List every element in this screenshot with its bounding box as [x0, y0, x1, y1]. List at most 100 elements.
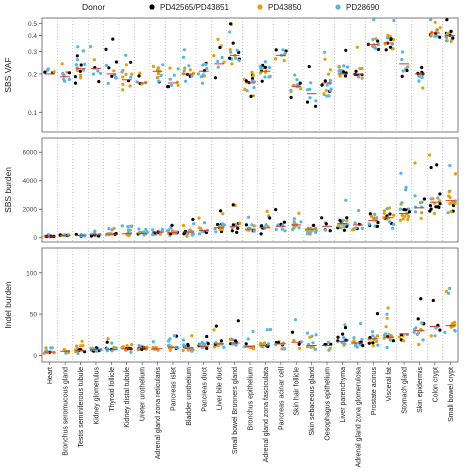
data-point	[67, 77, 72, 82]
data-point	[293, 318, 298, 322]
data-point	[106, 337, 110, 341]
data-point	[204, 62, 208, 67]
data-point	[434, 326, 438, 330]
data-point	[446, 31, 450, 36]
data-point	[434, 205, 438, 209]
data-point	[261, 63, 265, 67]
y-tick-label: 100	[26, 270, 37, 277]
data-point	[73, 81, 78, 85]
x-tick-label: Kidney distal tubule	[124, 367, 131, 428]
data-point	[137, 343, 141, 348]
data-point	[341, 332, 345, 336]
data-point	[252, 85, 256, 90]
data-point	[313, 347, 317, 351]
data-point	[433, 334, 437, 338]
data-point	[107, 66, 111, 70]
data-point	[376, 220, 380, 225]
x-tick-label: Small bowel crypt	[448, 367, 455, 422]
data-point	[221, 212, 225, 216]
data-point	[354, 343, 358, 347]
data-point	[151, 228, 155, 232]
y-tick-label: 6000	[23, 150, 38, 157]
data-point	[297, 211, 301, 215]
data-point	[214, 230, 218, 234]
data-point	[345, 216, 349, 220]
data-point	[429, 18, 433, 22]
data-point	[307, 65, 311, 69]
data-point	[182, 48, 186, 52]
data-point	[375, 339, 379, 344]
data-point	[305, 100, 310, 104]
data-point	[298, 81, 302, 85]
data-point	[188, 68, 192, 72]
data-point	[231, 41, 235, 45]
panel-2: 0 50 100 Indel burden	[3, 247, 459, 363]
data-point	[190, 334, 194, 338]
data-point	[417, 79, 421, 83]
data-point	[176, 83, 180, 87]
data-point	[202, 69, 206, 73]
legend-label-2: PD28690	[346, 3, 380, 12]
data-point	[388, 338, 392, 342]
y-tick-label: 0	[33, 235, 37, 242]
y-tick-label: 0.2	[28, 71, 37, 78]
data-point	[371, 37, 375, 42]
data-point	[382, 209, 386, 213]
data-point	[212, 345, 217, 349]
data-point	[259, 232, 263, 236]
data-point	[67, 71, 72, 75]
data-point	[372, 18, 376, 22]
data-point	[346, 65, 350, 69]
data-point	[314, 99, 318, 103]
data-point	[172, 73, 176, 77]
data-point	[435, 163, 439, 167]
data-point	[185, 234, 189, 238]
data-point	[386, 33, 390, 38]
data-point	[341, 218, 345, 222]
data-point	[361, 344, 365, 348]
data-point	[342, 336, 346, 340]
data-point	[360, 337, 364, 342]
data-point	[352, 336, 356, 340]
data-point	[183, 66, 187, 70]
data-point	[324, 222, 328, 226]
data-point	[449, 210, 453, 214]
data-point	[421, 86, 425, 90]
data-point	[63, 79, 67, 83]
data-point	[216, 65, 220, 69]
data-point	[284, 49, 288, 53]
data-point	[390, 42, 394, 46]
data-point	[290, 330, 295, 334]
data-point	[151, 345, 155, 349]
data-point	[264, 223, 268, 227]
data-point	[130, 72, 134, 76]
data-point	[289, 88, 293, 92]
data-point	[336, 335, 340, 339]
data-point	[291, 227, 295, 232]
data-point	[196, 72, 201, 76]
data-point	[73, 75, 77, 79]
legend-label-1: PD43850	[268, 3, 302, 12]
x-tick-label: Liver bile duct	[217, 367, 224, 410]
data-point	[431, 298, 435, 303]
data-point	[151, 340, 155, 344]
data-point	[44, 346, 48, 350]
data-point	[404, 188, 408, 192]
data-point	[128, 84, 132, 88]
data-point	[371, 330, 375, 334]
data-point	[374, 46, 378, 51]
data-point	[74, 348, 78, 352]
data-point	[81, 49, 85, 53]
data-point	[107, 227, 111, 231]
data-point	[192, 222, 196, 226]
data-point	[212, 328, 216, 332]
data-point	[447, 291, 451, 295]
data-point	[449, 325, 453, 329]
data-point	[83, 62, 87, 66]
data-point	[198, 343, 202, 347]
data-point	[216, 37, 220, 42]
data-point	[230, 62, 234, 66]
data-point	[399, 338, 403, 342]
data-point	[172, 334, 176, 338]
